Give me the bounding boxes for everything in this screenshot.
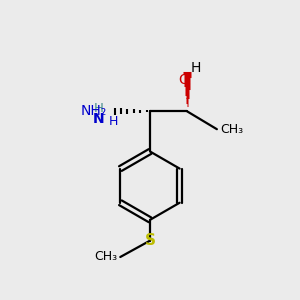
- Text: CH₃: CH₃: [220, 123, 243, 136]
- Text: H: H: [109, 115, 118, 128]
- Text: N: N: [92, 112, 104, 126]
- Text: CH₃: CH₃: [94, 250, 117, 263]
- Text: NH₂: NH₂: [81, 104, 107, 118]
- Text: S: S: [145, 233, 155, 248]
- Text: H: H: [191, 61, 201, 75]
- Text: O: O: [179, 73, 190, 87]
- Text: H: H: [94, 103, 104, 116]
